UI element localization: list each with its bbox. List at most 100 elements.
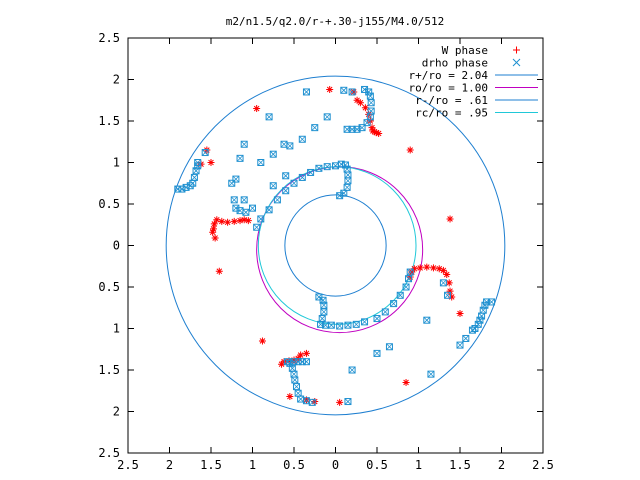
- drho-phase-point: [288, 364, 296, 372]
- reference-circle: [284, 194, 387, 297]
- drho-phase-point: [307, 168, 315, 176]
- chart-title: m2/n1.5/q2.0/r-+.30-j155/M4.0/512: [226, 15, 445, 28]
- drho-phase-point: [282, 187, 290, 195]
- x-tick-label: 0.5: [366, 458, 388, 472]
- drho-phase-point: [318, 315, 326, 323]
- x-tick-label: 2: [498, 458, 505, 472]
- drho-phase-point: [361, 85, 369, 93]
- drho-phase-point: [257, 159, 265, 166]
- drho-phase-point: [189, 179, 197, 187]
- x-tick-label: 1: [415, 458, 422, 472]
- w-phase-point: [278, 360, 286, 368]
- drho-phase-point: [327, 321, 335, 329]
- drho-phase-point: [348, 366, 356, 374]
- drho-phase-point: [298, 173, 306, 181]
- drho-phase-point: [194, 159, 202, 166]
- w-phase-point: [371, 128, 379, 136]
- drho-phase-point: [242, 208, 250, 216]
- x-tick-label: 2.5: [532, 458, 554, 472]
- w-phase-point: [402, 378, 410, 386]
- w-phase-point: [416, 264, 424, 272]
- drho-phase-point: [462, 334, 470, 342]
- w-phase-point: [258, 337, 266, 345]
- w-phase-point: [253, 105, 261, 113]
- w-phase-point: [244, 217, 252, 225]
- y-tick-label: 2: [113, 73, 120, 87]
- drho-phase-point: [320, 308, 328, 316]
- drho-phase-point: [336, 192, 344, 200]
- drho-phase-point: [373, 315, 381, 323]
- drho-phase-point: [232, 175, 240, 183]
- drho-phase-point: [315, 164, 323, 172]
- drho-phase-point: [344, 321, 352, 329]
- w-phase-point: [302, 349, 310, 357]
- w-phase-point: [361, 104, 369, 112]
- reference-circles: [165, 75, 506, 416]
- drho-phase-point: [456, 341, 464, 349]
- drho-phase-point: [367, 99, 375, 107]
- legend-plus-marker: [513, 46, 520, 54]
- y-tick-label: 0.5: [98, 197, 120, 211]
- drho-phase-point: [253, 223, 261, 231]
- w-phase-point: [230, 217, 238, 225]
- w-phase-point: [443, 271, 451, 279]
- w-phase-point: [336, 398, 344, 406]
- legend-entry-label: r+/ro = 2.04: [409, 69, 489, 82]
- drho-phase-point: [344, 177, 352, 185]
- drho-phase-point: [302, 88, 310, 96]
- reference-circle: [257, 166, 417, 325]
- w-phase-point: [456, 310, 464, 318]
- drho-phase-point: [283, 358, 291, 366]
- x-tick-label: 1.5: [449, 458, 471, 472]
- drho-phase-point: [269, 150, 277, 158]
- drho-phase-point: [302, 358, 310, 366]
- drho-phase-point: [406, 268, 414, 276]
- drho-phase-point: [343, 125, 351, 133]
- drho-phase-point: [240, 196, 248, 204]
- y-tick-label: 1: [113, 322, 120, 336]
- data-points: [174, 85, 496, 406]
- w-phase-point: [369, 127, 377, 135]
- legend-x-marker: [512, 58, 521, 67]
- drho-phase-point: [297, 395, 305, 403]
- w-phase-point: [410, 265, 418, 273]
- drho-phase-point: [273, 196, 281, 204]
- drho-phase-point: [236, 154, 244, 162]
- w-phase-point: [290, 356, 298, 364]
- x-tick-label: 1: [249, 458, 256, 472]
- drho-phase-point: [323, 163, 331, 171]
- w-phase-point: [350, 88, 358, 96]
- drho-phase-point: [232, 204, 240, 212]
- w-phase-point: [439, 266, 447, 274]
- drho-phase-point: [290, 179, 298, 187]
- drho-phase-point: [190, 173, 198, 181]
- axis-ticks: 2.5 2 1.5 1 0.5 0 0.5 1 1.5 2 2.52.521.510.500.511…: [98, 31, 554, 472]
- drho-phase-point: [228, 179, 236, 187]
- drho-phase-point: [348, 88, 356, 96]
- drho-phase-point: [257, 215, 265, 223]
- drho-phase-point: [373, 349, 381, 357]
- x-tick-label: 0: [332, 458, 339, 472]
- w-phase-point: [429, 264, 437, 272]
- drho-phase-point: [265, 206, 273, 214]
- y-tick-label: 1.5: [98, 363, 120, 377]
- legend-entry-label: W phase: [442, 44, 488, 57]
- reference-circle: [256, 166, 424, 334]
- drho-phase-point: [290, 370, 298, 378]
- w-phase-point: [286, 393, 294, 401]
- legend-entry-label: ro/ro = 1.00: [409, 82, 488, 95]
- w-phase-point: [446, 215, 454, 223]
- drho-phase-point: [308, 398, 316, 406]
- drho-phase-point: [332, 162, 339, 170]
- drho-phase-point: [340, 189, 348, 197]
- w-phase-point: [213, 216, 221, 224]
- w-phase-point: [372, 129, 380, 137]
- y-tick-label: 0: [113, 239, 120, 253]
- w-phase-point: [302, 396, 310, 404]
- drho-phase-point: [444, 291, 452, 299]
- drho-phase-point: [336, 322, 344, 330]
- drho-phase-point: [488, 298, 496, 306]
- drho-phase-point: [468, 326, 476, 334]
